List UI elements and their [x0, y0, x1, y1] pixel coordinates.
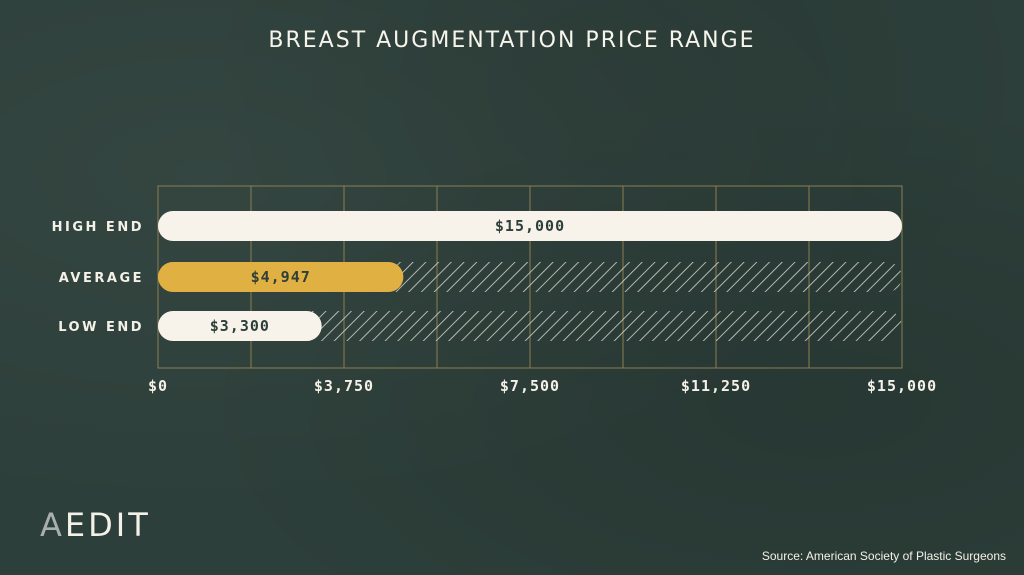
bar-value-label: $3,300	[210, 317, 270, 335]
x-tick-label: $11,250	[681, 377, 751, 395]
bar-value-label: $15,000	[495, 217, 565, 235]
aedit-logo: AEDIT	[40, 506, 151, 544]
x-tick-label: $3,750	[314, 377, 374, 395]
bar-average	[158, 262, 404, 292]
chart-title: BREAST AUGMENTATION PRICE RANGE	[268, 28, 756, 53]
bar-high-end	[158, 211, 902, 241]
x-tick-label: $7,500	[500, 377, 560, 395]
bar-low-end	[158, 311, 322, 341]
category-label: HIGH END	[52, 220, 144, 235]
bar-remainder-hatch	[158, 311, 902, 341]
source-note: Source: American Society of Plastic Surg…	[761, 549, 1006, 563]
x-tick-label: $0	[148, 377, 168, 395]
category-label: AVERAGE	[59, 271, 144, 286]
logo-first-letter: A	[40, 506, 65, 544]
category-label: LOW END	[58, 320, 144, 335]
logo-rest: EDIT	[64, 506, 151, 544]
bar-value-label: $4,947	[251, 268, 311, 286]
x-tick-label: $15,000	[867, 377, 937, 395]
